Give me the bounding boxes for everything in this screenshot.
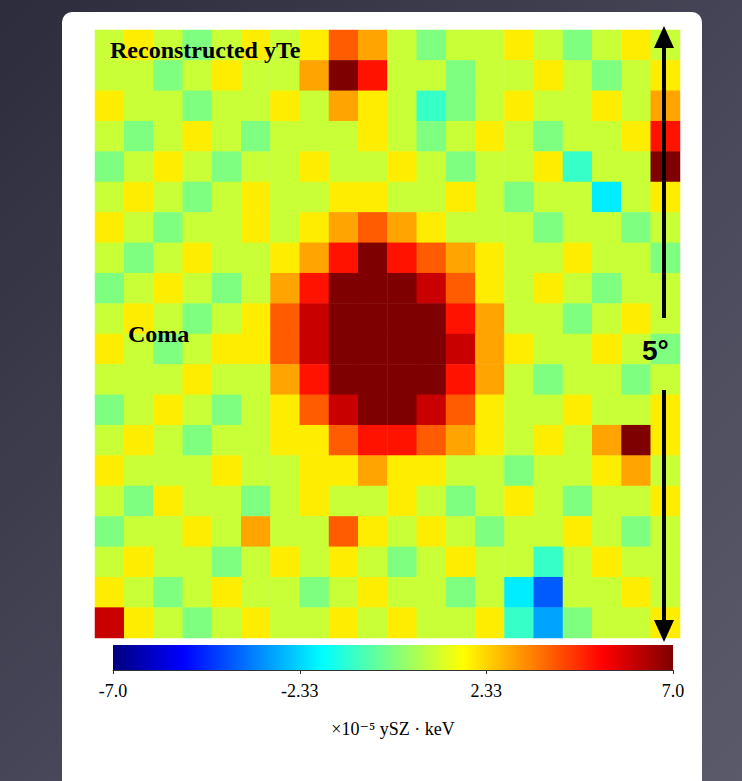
svg-text:5°: 5° bbox=[642, 335, 669, 366]
svg-text:Reconstructed yTe: Reconstructed yTe bbox=[110, 37, 301, 63]
svg-text:2.33: 2.33 bbox=[470, 681, 502, 701]
svg-text:×10⁻⁵ ySZ · keV: ×10⁻⁵ ySZ · keV bbox=[331, 719, 454, 739]
svg-text:-2.33: -2.33 bbox=[281, 681, 319, 701]
svg-text:-7.0: -7.0 bbox=[99, 681, 128, 701]
svg-text:7.0: 7.0 bbox=[662, 681, 685, 701]
svg-text:Coma: Coma bbox=[128, 321, 189, 347]
